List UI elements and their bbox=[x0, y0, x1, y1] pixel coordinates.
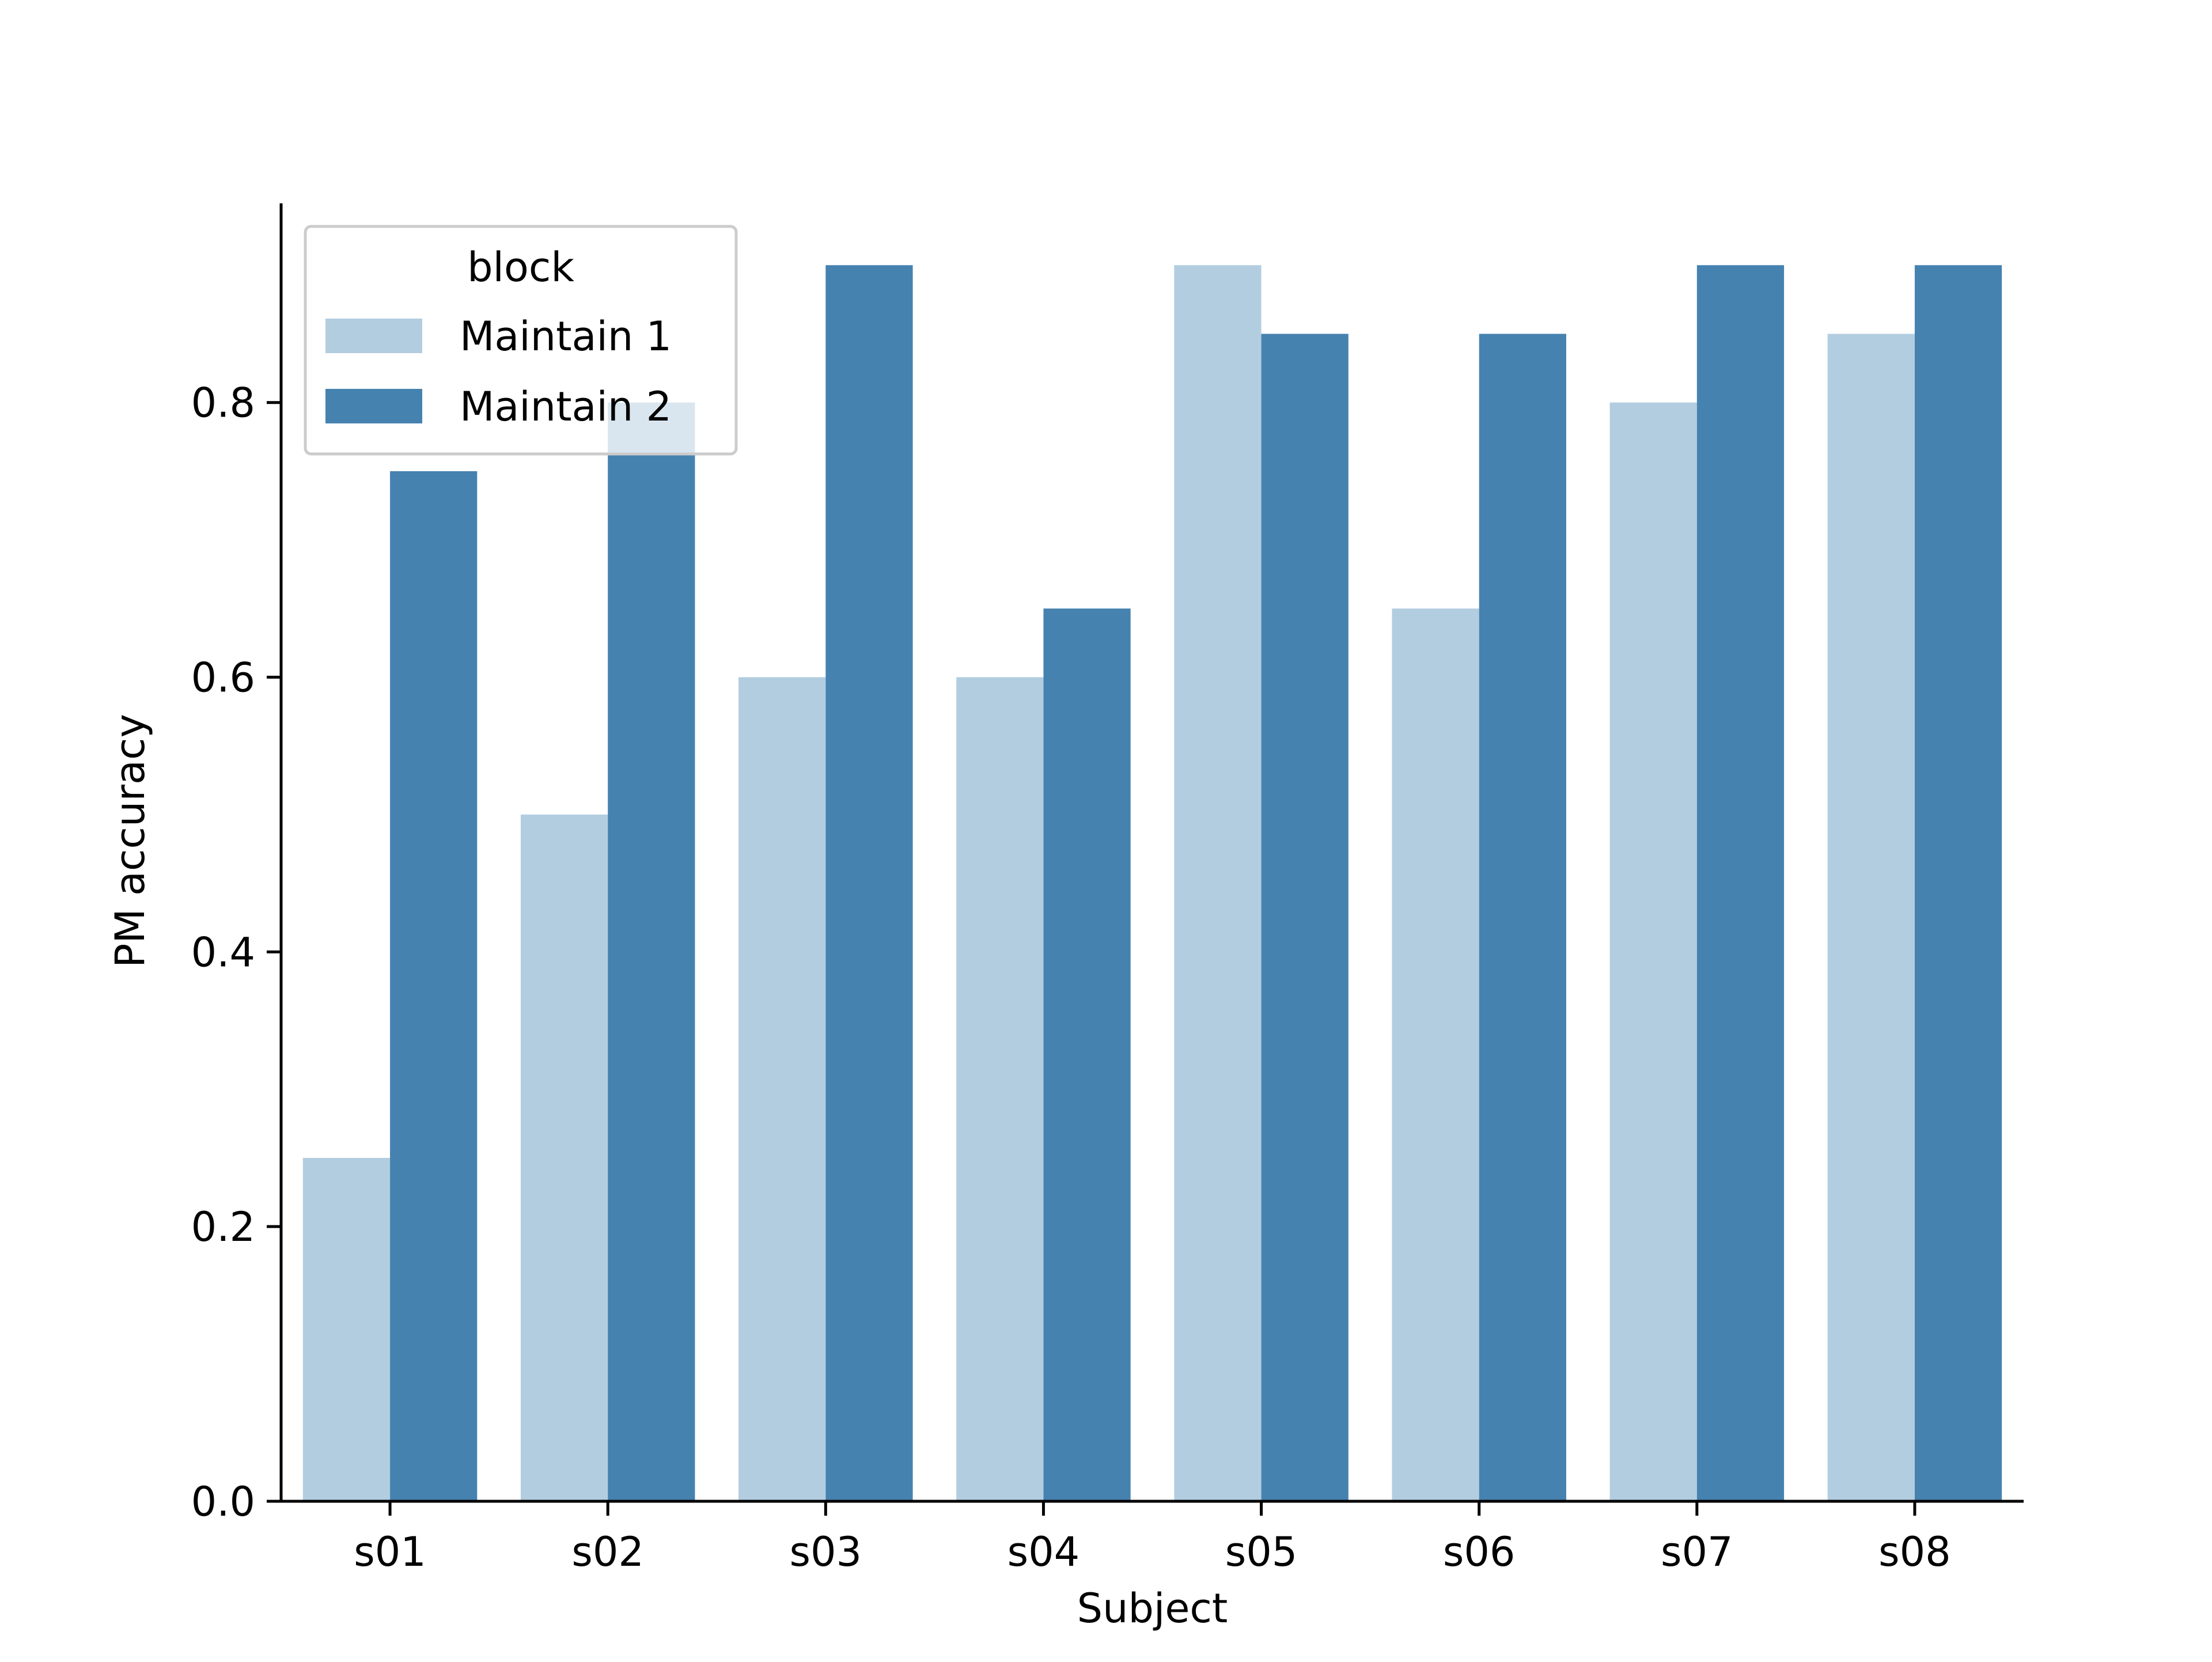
x-tick-label: s08 bbox=[1878, 1528, 1951, 1576]
bar-s06-maintain-2 bbox=[1479, 334, 1566, 1501]
x-tick-label: s07 bbox=[1661, 1528, 1733, 1576]
bar-s04-maintain-2 bbox=[1043, 608, 1131, 1501]
bar-s04-maintain-1 bbox=[956, 677, 1044, 1501]
bar-s07-maintain-1 bbox=[1609, 402, 1697, 1501]
x-tick-label: s02 bbox=[571, 1528, 644, 1576]
bar-s03-maintain-2 bbox=[825, 265, 913, 1502]
legend-swatch bbox=[325, 319, 422, 353]
bar-s08-maintain-2 bbox=[1914, 265, 2002, 1502]
x-tick-label: s06 bbox=[1443, 1528, 1516, 1576]
legend-items: Maintain 1 Maintain 2 bbox=[325, 313, 672, 430]
y-axis-label: PM accuracy bbox=[107, 714, 154, 968]
bar-s08-maintain-1 bbox=[1827, 334, 1915, 1501]
bar-s05-maintain-1 bbox=[1174, 265, 1262, 1502]
x-tick-label: s03 bbox=[790, 1528, 862, 1576]
x-tick-label: s01 bbox=[354, 1528, 426, 1576]
y-tick-label: 0.2 bbox=[191, 1203, 255, 1251]
axes-layer bbox=[279, 203, 2024, 1503]
x-ticks: s01 s02 s03 s04 s05 s06 s07 s08 bbox=[354, 1501, 1951, 1576]
legend-swatch bbox=[325, 389, 422, 423]
legend-label: Maintain 1 bbox=[460, 313, 672, 360]
bar-s02-maintain-1 bbox=[520, 814, 608, 1501]
y-tick-label: 0.0 bbox=[191, 1478, 255, 1525]
bar-s01-maintain-2 bbox=[390, 471, 478, 1501]
y-tick-label: 0.8 bbox=[191, 380, 255, 427]
legend-label: Maintain 2 bbox=[460, 383, 672, 430]
bar-s02-maintain-2 bbox=[608, 402, 695, 1501]
bar-s07-maintain-2 bbox=[1696, 265, 1785, 1502]
bars-layer bbox=[302, 265, 2002, 1502]
y-ticks: 0.0 0.2 0.4 0.6 0.8 bbox=[191, 380, 281, 1525]
y-tick-label: 0.4 bbox=[191, 929, 255, 976]
bar-s01-maintain-1 bbox=[302, 1157, 391, 1501]
bar-s03-maintain-1 bbox=[738, 677, 826, 1501]
bar-s05-maintain-2 bbox=[1261, 334, 1349, 1501]
x-tick-label: s05 bbox=[1225, 1528, 1298, 1576]
legend-title: block bbox=[467, 244, 574, 291]
legend: block Maintain 1 Maintain 2 bbox=[304, 225, 738, 456]
bar-s06-maintain-1 bbox=[1392, 608, 1479, 1501]
y-tick-label: 0.6 bbox=[191, 654, 255, 702]
x-tick-label: s04 bbox=[1007, 1528, 1080, 1576]
x-axis-label: Subject bbox=[1077, 1585, 1228, 1632]
